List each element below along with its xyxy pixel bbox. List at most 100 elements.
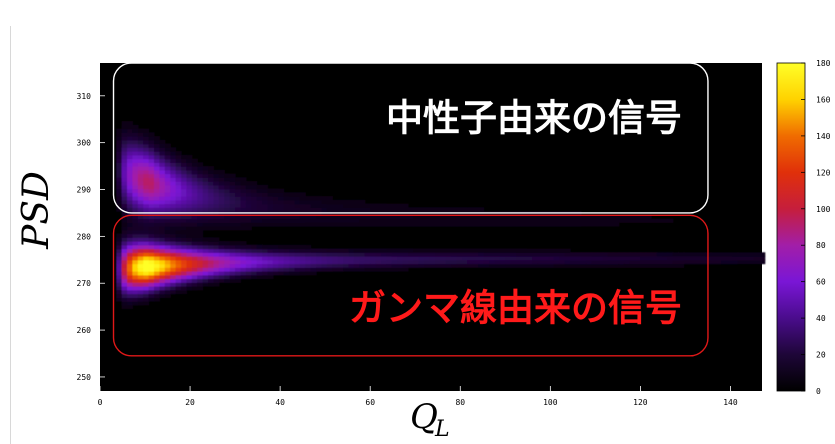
heatmap-cell: [424, 214, 431, 220]
heatmap-cell: [121, 199, 128, 205]
heatmap-cell: [116, 248, 123, 253]
heatmap-cell: [267, 199, 274, 205]
heatmap-cell: [267, 263, 274, 268]
heatmap-cell: [137, 158, 144, 163]
heatmap-cell: [353, 267, 360, 272]
heatmap-cell: [121, 166, 128, 171]
heatmap-cell: [154, 154, 161, 160]
heatmap-cell: [245, 207, 252, 212]
heatmap-cell: [191, 259, 198, 265]
heatmap-cell: [386, 252, 393, 257]
heatmap-cell: [499, 222, 506, 227]
heatmap-cell: [164, 293, 171, 298]
heatmap-cell: [413, 214, 420, 220]
heatmap-cell: [116, 154, 123, 160]
heatmap-cell: [429, 256, 436, 261]
heatmap-cell: [143, 173, 150, 178]
heatmap-cell: [316, 214, 323, 220]
heatmap-cell: [164, 282, 171, 287]
heatmap-cell: [651, 256, 658, 261]
heatmap-cell: [289, 267, 296, 272]
heatmap-cell: [597, 214, 604, 220]
heatmap-cell: [408, 218, 415, 223]
heatmap-cell: [245, 259, 252, 265]
heatmap-cell: [305, 267, 312, 272]
heatmap-cell: [316, 256, 323, 261]
heatmap-cell: [137, 192, 144, 197]
heatmap-cell: [440, 248, 447, 253]
colorbar-tick-label: 120: [816, 168, 831, 177]
heatmap-cell: [186, 173, 193, 178]
heatmap-cell: [656, 259, 663, 265]
heatmap-cell: [299, 218, 306, 223]
heatmap-cell: [364, 259, 371, 265]
heatmap-cell: [326, 248, 333, 253]
heatmap-cell: [154, 233, 161, 238]
heatmap-cell: [127, 248, 134, 253]
heatmap-cell: [159, 158, 166, 163]
heatmap-cell: [116, 241, 123, 246]
heatmap-cell: [256, 274, 263, 280]
heatmap-cell: [213, 271, 220, 276]
heatmap-cell: [186, 158, 193, 163]
heatmap-cell: [429, 207, 436, 212]
heatmap-cell: [737, 252, 744, 257]
heatmap-cell: [602, 256, 609, 261]
heatmap-cell: [283, 244, 290, 250]
heatmap-cell: [402, 218, 409, 223]
heatmap-cell: [116, 132, 123, 137]
heatmap-cell: [170, 188, 177, 193]
heatmap-cell: [229, 184, 236, 190]
heatmap-cell: [591, 214, 598, 220]
x-tick-label: 40: [275, 398, 285, 407]
heatmap-cell: [370, 267, 377, 272]
heatmap-cell: [224, 259, 231, 265]
heatmap-cell: [202, 222, 209, 227]
heatmap-cell: [181, 237, 188, 242]
heatmap-cell: [159, 181, 166, 186]
heatmap-cell: [143, 192, 150, 197]
heatmap-cell: [154, 169, 161, 175]
heatmap-cell: [116, 147, 123, 152]
heatmap-cell: [164, 214, 171, 220]
heatmap-cell: [310, 263, 317, 268]
heatmap-cell: [370, 207, 377, 212]
heatmap-cell: [116, 263, 123, 268]
heatmap-cell: [613, 214, 620, 220]
heatmap-cell: [245, 203, 252, 208]
heatmap-cell: [121, 218, 128, 223]
heatmap-cell: [181, 188, 188, 193]
heatmap-cell: [321, 256, 328, 261]
heatmap-cell: [148, 237, 155, 242]
heatmap-cell: [316, 263, 323, 268]
heatmap-cell: [175, 278, 182, 283]
heatmap-cell: [586, 259, 593, 265]
heatmap-cell: [202, 248, 209, 253]
heatmap-cell: [159, 248, 166, 253]
heatmap-cell: [197, 203, 204, 208]
heatmap-cell: [651, 263, 658, 268]
heatmap-cell: [208, 184, 215, 190]
heatmap-cell: [629, 256, 636, 261]
heatmap-cell: [137, 196, 144, 201]
heatmap-cell: [397, 222, 404, 227]
heatmap-cell: [743, 256, 750, 261]
heatmap-cell: [143, 128, 150, 133]
heatmap-cell: [451, 259, 458, 265]
heatmap-cell: [164, 244, 171, 250]
heatmap-cell: [386, 207, 393, 212]
heatmap-cell: [305, 259, 312, 265]
heatmap-cell: [137, 128, 144, 133]
heatmap-cell: [245, 181, 252, 186]
heatmap-cell: [186, 248, 193, 253]
heatmap-cell: [170, 158, 177, 163]
heatmap-cell: [424, 256, 431, 261]
heatmap-cell: [278, 244, 285, 250]
y-tick-label: 260: [77, 326, 92, 335]
heatmap-cell: [224, 196, 231, 201]
heatmap-cell: [170, 162, 177, 167]
heatmap-cell: [564, 248, 571, 253]
heatmap-cell: [310, 267, 317, 272]
heatmap-cell: [521, 259, 528, 265]
heatmap-cell: [337, 218, 344, 223]
